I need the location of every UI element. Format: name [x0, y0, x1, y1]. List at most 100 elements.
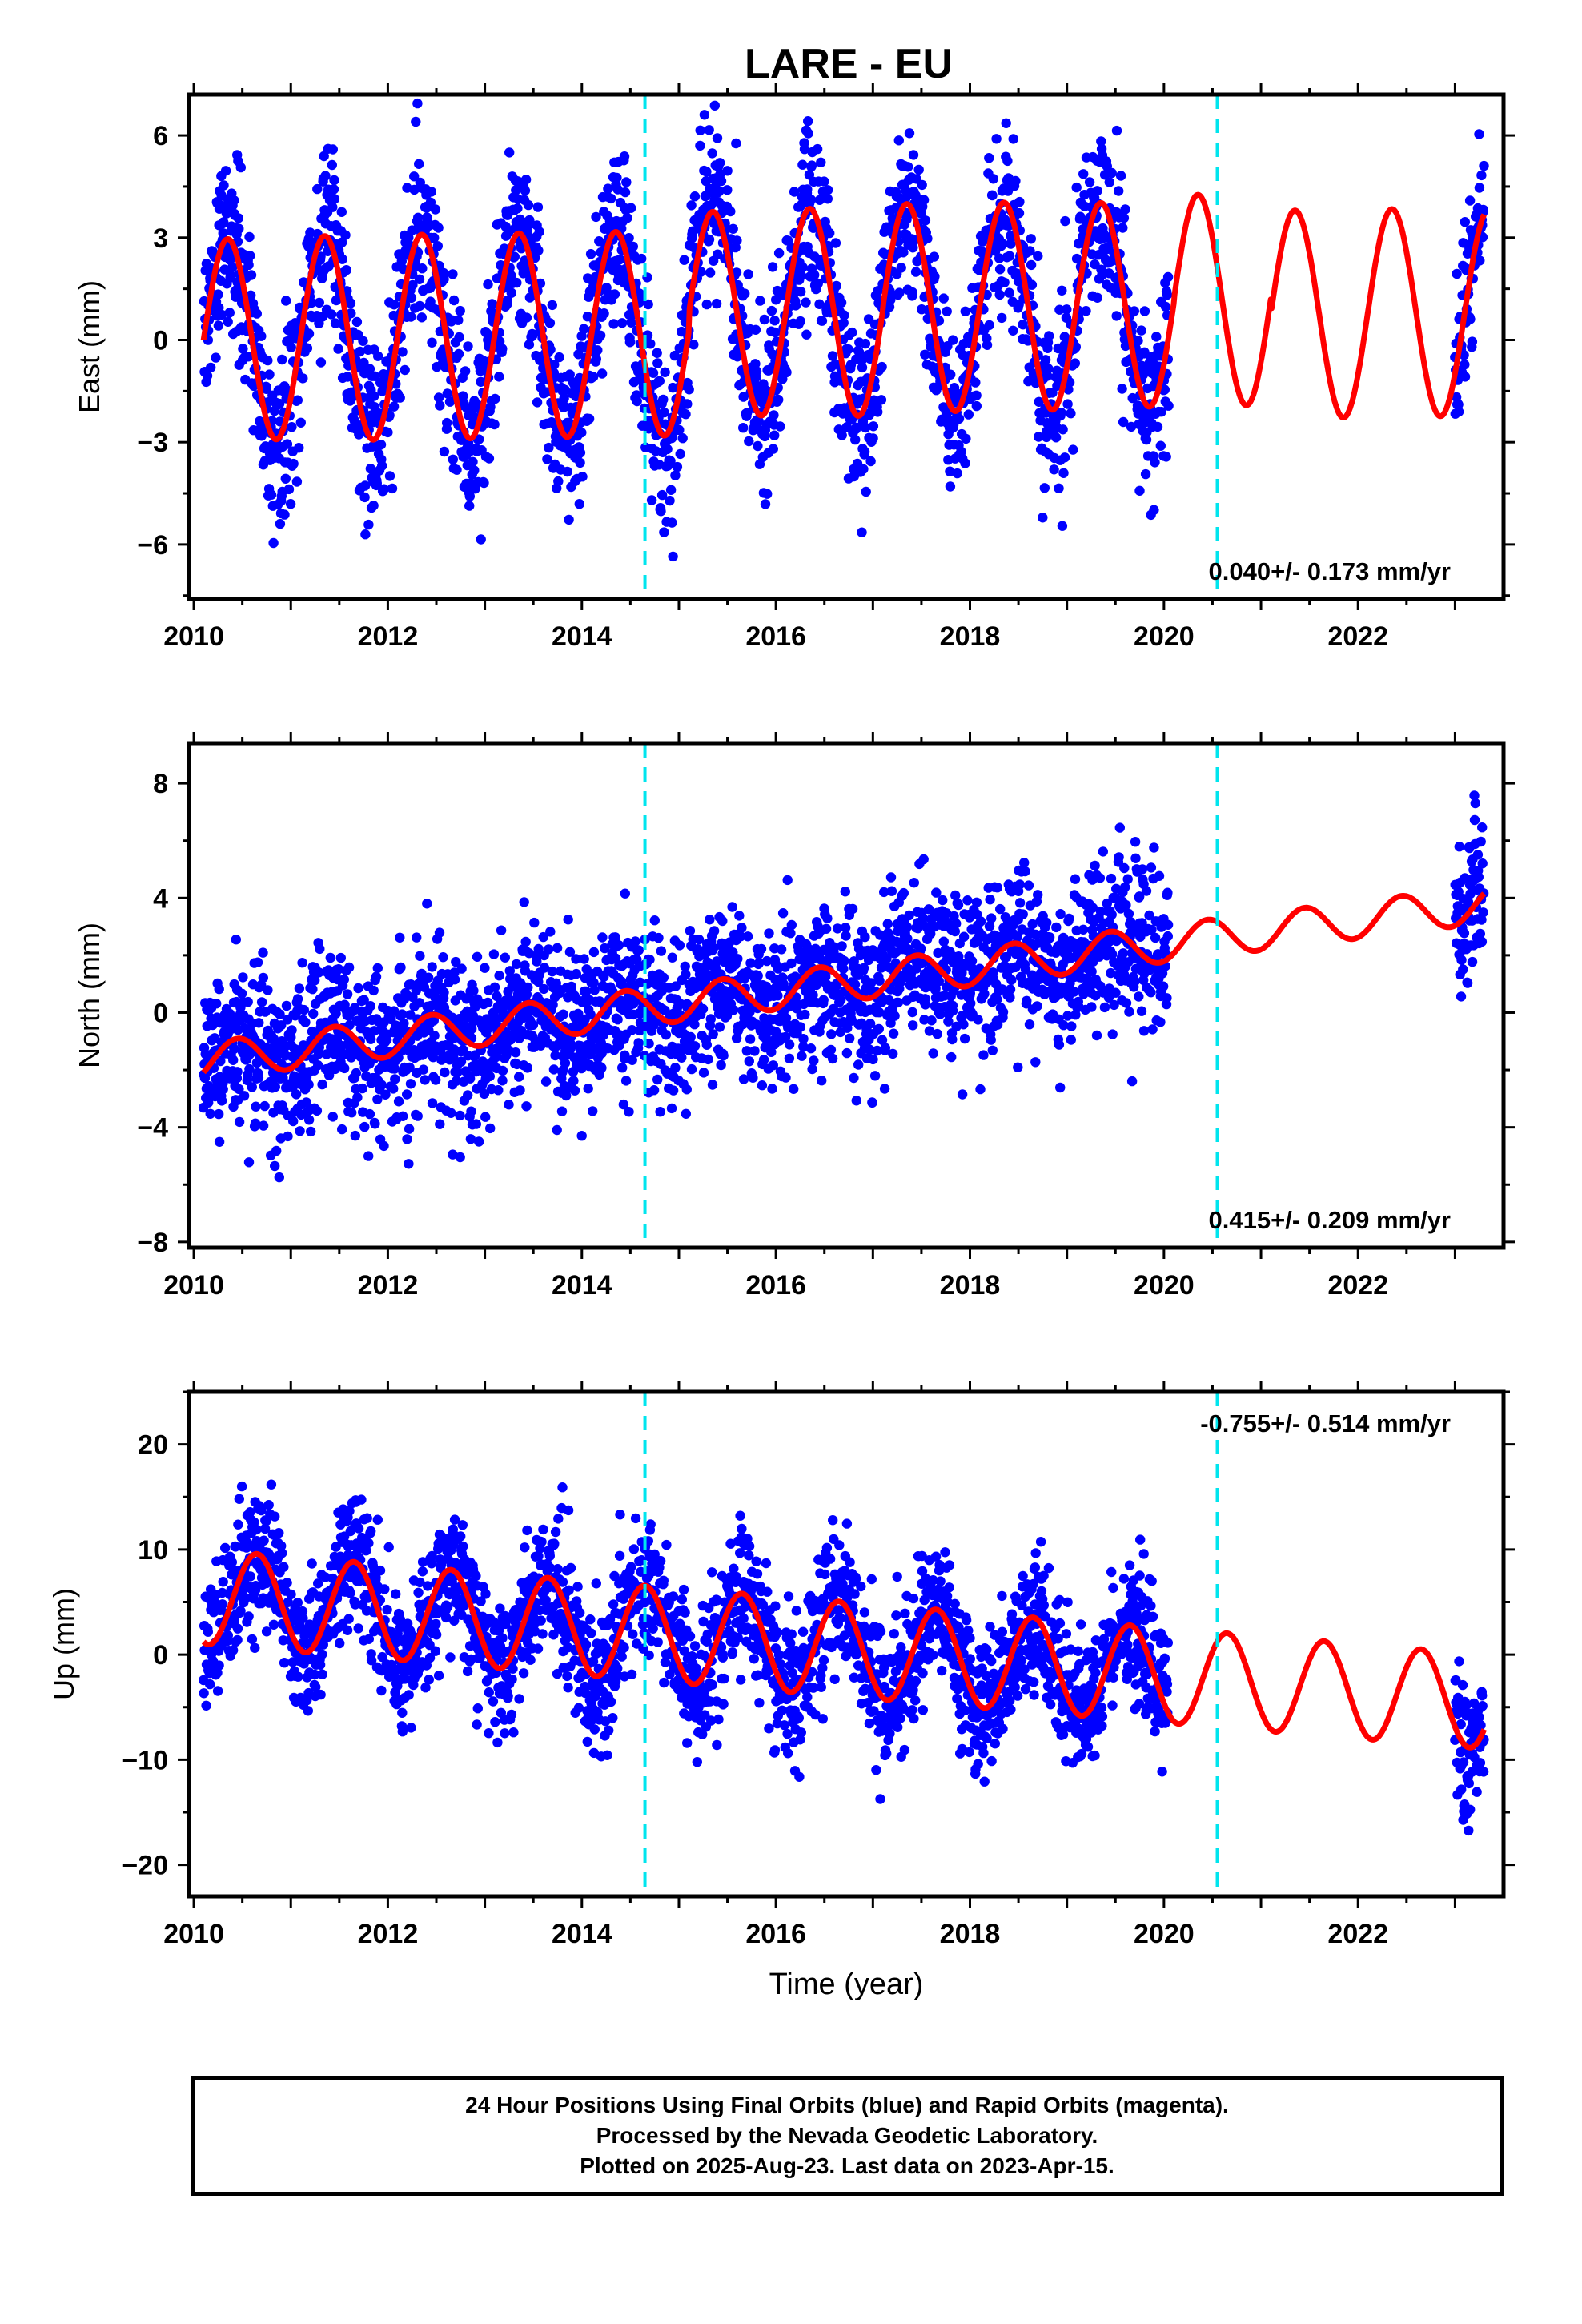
data-point — [731, 138, 741, 149]
data-point — [246, 270, 257, 280]
data-point — [448, 295, 460, 306]
data-point — [214, 983, 224, 995]
data-point — [759, 314, 769, 325]
data-point — [689, 1019, 700, 1030]
data-point — [558, 1009, 568, 1019]
data-point — [701, 299, 712, 310]
data-point — [627, 1025, 637, 1035]
data-point — [998, 239, 1008, 249]
x-tick-label: 2010 — [163, 621, 224, 652]
data-point — [962, 895, 973, 906]
data-point — [1024, 1019, 1035, 1030]
data-point — [571, 954, 581, 964]
data-point — [840, 923, 851, 933]
data-point — [711, 298, 722, 309]
data-point — [731, 267, 742, 278]
data-point — [786, 958, 797, 969]
data-point — [945, 481, 956, 492]
data-point — [620, 187, 631, 198]
data-point — [920, 215, 931, 226]
data-point — [908, 1020, 918, 1031]
data-point — [861, 486, 871, 497]
data-point — [371, 478, 382, 489]
data-point — [565, 1043, 576, 1054]
data-point — [1023, 376, 1034, 387]
data-point — [349, 415, 359, 425]
data-point — [588, 977, 599, 988]
data-point — [934, 316, 945, 326]
data-point — [365, 1001, 375, 1011]
data-point — [333, 344, 343, 354]
data-point — [603, 183, 613, 194]
data-point — [971, 897, 982, 908]
data-point — [1030, 1057, 1041, 1068]
data-point — [840, 887, 851, 897]
data-point — [652, 358, 663, 368]
data-point — [689, 340, 699, 350]
data-point — [448, 269, 458, 279]
data-point — [1160, 301, 1171, 312]
data-point — [1161, 452, 1171, 462]
data-point — [625, 336, 636, 348]
data-point — [372, 1094, 383, 1105]
data-point — [404, 1124, 415, 1134]
data-point — [1453, 400, 1464, 410]
data-point — [775, 421, 785, 432]
data-point — [738, 1074, 749, 1084]
data-point — [331, 1008, 341, 1019]
data-point — [660, 367, 670, 377]
data-point — [992, 994, 1002, 1005]
data-point — [435, 1119, 445, 1129]
data-point — [315, 943, 325, 955]
data-point — [306, 1126, 316, 1137]
data-point — [268, 537, 279, 549]
data-point — [350, 1130, 360, 1141]
data-point — [716, 1059, 726, 1071]
data-point — [809, 270, 820, 280]
data-point — [363, 1151, 374, 1161]
data-point — [342, 372, 353, 382]
data-point — [1475, 255, 1485, 266]
data-point — [1078, 169, 1089, 179]
data-point — [620, 1076, 632, 1086]
data-point — [397, 347, 408, 357]
data-point — [938, 936, 950, 947]
data-point — [884, 995, 894, 1006]
data-point — [320, 171, 331, 181]
data-point — [872, 1045, 882, 1056]
data-point — [214, 1136, 225, 1148]
data-point — [1467, 336, 1478, 347]
data-point — [490, 393, 500, 404]
data-point — [618, 1099, 629, 1110]
data-point — [771, 1027, 781, 1037]
data-point — [465, 1134, 476, 1144]
data-point — [801, 297, 811, 308]
data-point — [442, 388, 452, 399]
data-point — [681, 1108, 691, 1120]
data-point — [244, 231, 255, 243]
data-point — [429, 232, 440, 243]
data-point — [428, 1052, 439, 1063]
data-point — [667, 517, 677, 528]
data-point — [665, 485, 677, 495]
data-point — [1018, 909, 1028, 919]
data-point — [818, 995, 829, 1006]
data-point — [305, 227, 315, 238]
data-point — [898, 247, 909, 258]
data-point — [571, 968, 581, 979]
data-point — [347, 1108, 357, 1118]
data-point — [731, 1033, 742, 1043]
data-point — [245, 251, 255, 261]
data-point — [231, 935, 241, 945]
data-point — [579, 324, 589, 334]
data-point — [423, 972, 434, 983]
data-point — [620, 888, 630, 899]
data-point — [777, 908, 789, 919]
data-point — [808, 990, 818, 1000]
data-point — [608, 319, 619, 329]
data-point — [858, 464, 869, 474]
data-point — [849, 979, 861, 990]
data-point — [796, 287, 806, 297]
data-point — [934, 976, 945, 987]
data-point — [280, 473, 291, 484]
